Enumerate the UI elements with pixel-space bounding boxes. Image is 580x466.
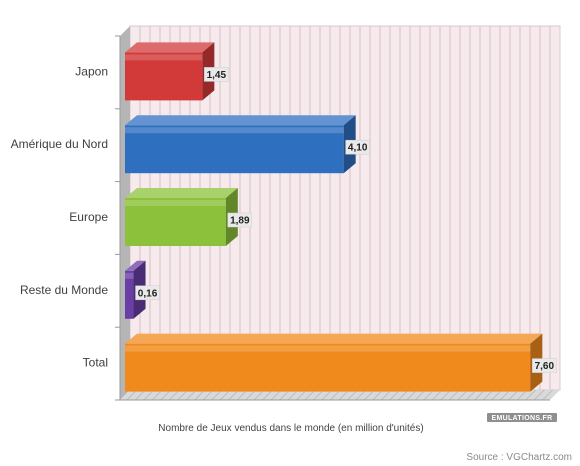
bar-top [125,42,215,53]
category-label: Japon [75,64,108,78]
bar-front [125,198,226,246]
value-label-text: 7,60 [535,361,555,372]
value-label-text: 0,16 [138,288,158,299]
bars: 1,45 4,10 1,89 0,16 7,60 [125,42,557,392]
bar-front [125,270,134,319]
value-label-text: 1,45 [207,70,227,81]
chart-floor [120,390,560,400]
bar-top [125,115,356,126]
bar-total [125,333,543,392]
bar-front [125,125,344,174]
bar-europe [125,188,238,246]
watermark-logo: EMULATIONS.FR [487,413,557,422]
bar-front [125,343,531,392]
value-label: 4,10 [345,139,370,155]
category-label: Reste du Monde [20,283,108,297]
source-text: Source : VGChartz.com [466,452,572,463]
bar-highlight [125,345,531,352]
bar-top [125,188,238,198]
bar-top [125,333,543,344]
value-label: 0,16 [135,285,160,301]
category-label: Total [83,356,108,370]
bar-japon [125,42,215,101]
bar-highlight [125,54,203,61]
bar-highlight [125,127,344,134]
category-label: Europe [69,210,108,224]
bar-highlight [125,272,134,279]
bar-highlight [125,200,226,206]
x-axis-title: Nombre de Jeux vendus dans le monde (en … [158,423,423,434]
value-label-text: 4,10 [348,143,368,154]
svg-text:EMULATIONS.FR: EMULATIONS.FR [492,415,553,422]
value-label-text: 1,89 [230,216,250,227]
value-label: 7,60 [532,358,557,373]
value-label: 1,89 [227,212,253,228]
bar-top [125,260,146,271]
category-labels: Japon Amérique du Nord Europe Reste du Mond… [11,64,109,369]
value-label: 1,45 [204,67,229,82]
category-label: Amérique du Nord [11,137,108,151]
bar-am-rique-du-nord [125,115,356,174]
bar-front [125,52,203,101]
category-axis-ticks [115,35,120,401]
